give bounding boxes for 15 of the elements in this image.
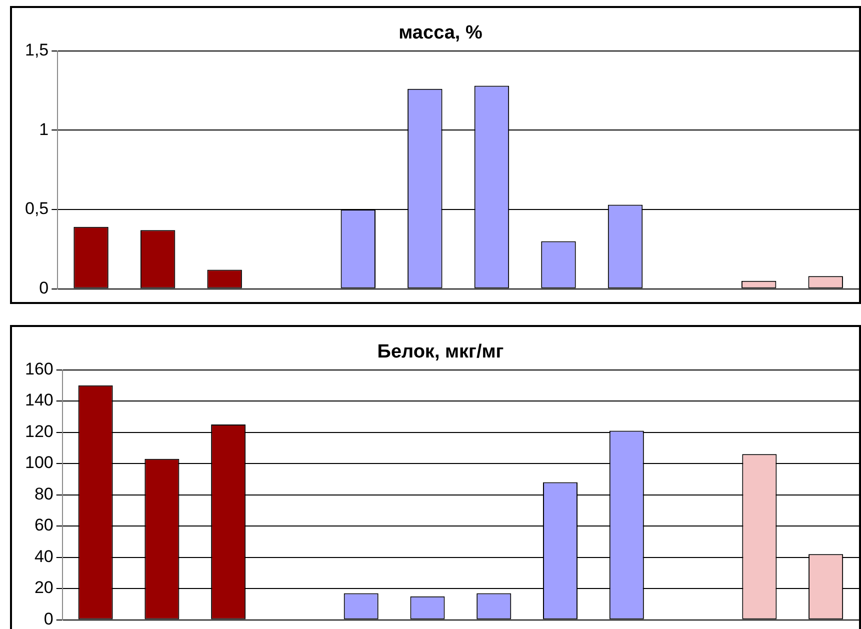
y-tick-label: 100 bbox=[24, 453, 54, 472]
y-tick-label: 140 bbox=[24, 390, 54, 410]
y-tick-label: 120 bbox=[24, 422, 54, 441]
y-tick-label: 60 bbox=[34, 516, 54, 535]
chart-title: масса, % bbox=[398, 22, 482, 44]
chart-title: Белок, мкг/мг bbox=[377, 342, 504, 363]
y-tick-label: 0,5 bbox=[24, 199, 49, 218]
y-tick-label: 0 bbox=[44, 609, 54, 628]
y-tick-label: 1 bbox=[39, 120, 49, 139]
y-tick-label: 0 bbox=[39, 278, 49, 298]
y-tick-label: 160 bbox=[24, 359, 54, 378]
y-tick-label: 20 bbox=[34, 578, 54, 598]
y-tick-label: 1,5 bbox=[24, 40, 49, 60]
y-tick-label: 40 bbox=[34, 546, 54, 566]
y-tick-label: 80 bbox=[34, 484, 54, 504]
